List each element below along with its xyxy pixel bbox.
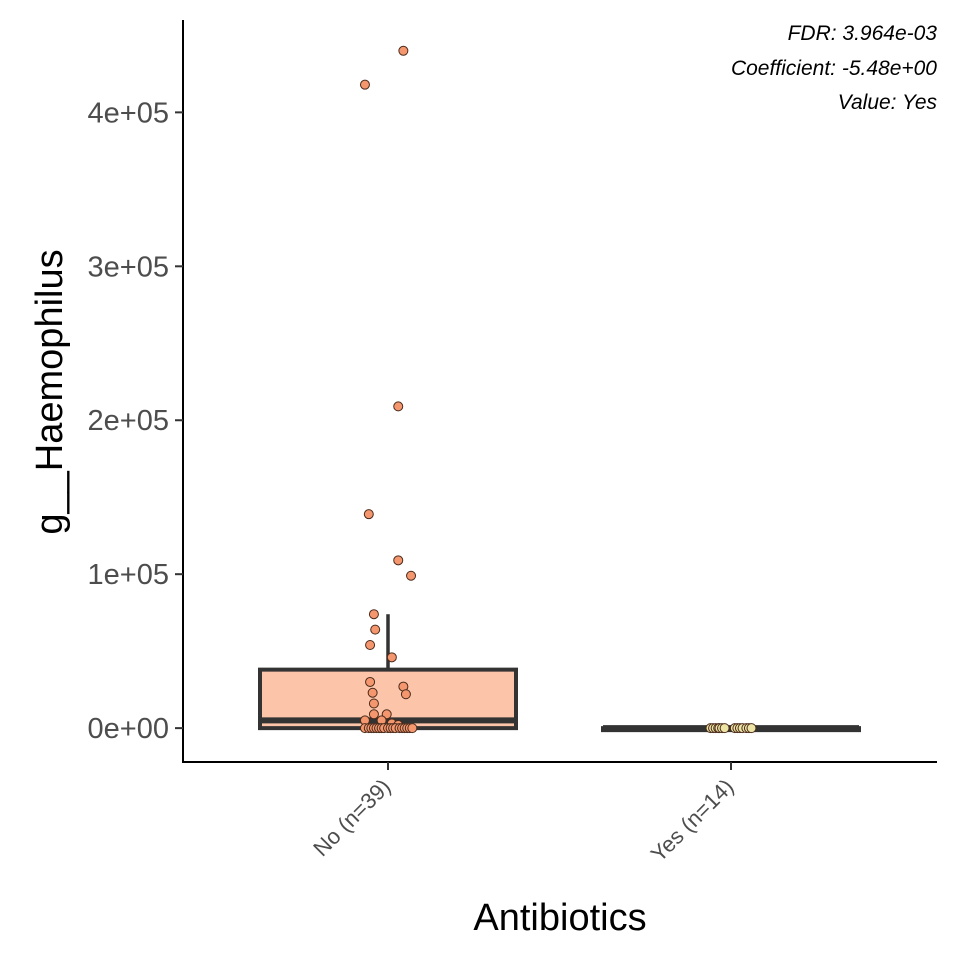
x-tick-label-0: No (n=39) — [308, 774, 395, 861]
point-0-10 — [365, 676, 376, 687]
annotation-value: Value: Yes — [838, 91, 938, 114]
y-tick-label-2: 2e+05 — [88, 405, 169, 437]
y-tick-label-0: 0e+00 — [88, 713, 169, 745]
points-layer — [359, 45, 757, 734]
annotation-coefficient: Coefficient: -5.48e+00 — [731, 57, 937, 80]
point-0-6 — [368, 609, 379, 620]
boxes-layer — [258, 614, 861, 733]
point-0-5 — [406, 570, 417, 581]
point-0-15 — [368, 709, 379, 720]
annotation-fdr: FDR: 3.964e-03 — [788, 22, 938, 45]
x-tick-label-1: Yes (n=14) — [646, 774, 739, 867]
y-ticks: 0e+00 1e+05 2e+05 3e+05 4e+05 — [88, 97, 183, 745]
point-0-2 — [393, 401, 404, 412]
y-tick-label-1: 1e+05 — [88, 559, 169, 591]
point-0-14 — [368, 698, 379, 709]
point-0-4 — [393, 555, 404, 566]
y-tick-label-4: 4e+05 — [88, 97, 169, 129]
y-axis-title: g__Haemophilus — [29, 249, 71, 534]
point-0-3 — [363, 509, 374, 520]
point-0-0 — [398, 45, 409, 56]
y-tick-label-3: 3e+05 — [88, 251, 169, 283]
point-0-1 — [359, 79, 370, 90]
point-0-7 — [370, 624, 381, 635]
x-ticks: No (n=39) Yes (n=14) — [308, 762, 739, 867]
point-1-6 — [719, 723, 730, 734]
point-0-9 — [386, 652, 397, 663]
point-0-13 — [400, 689, 411, 700]
point-0-38 — [407, 723, 418, 734]
x-axis-title: Antibiotics — [473, 897, 646, 939]
point-0-12 — [367, 687, 378, 698]
point-1-13 — [746, 723, 757, 734]
point-0-8 — [365, 640, 376, 651]
